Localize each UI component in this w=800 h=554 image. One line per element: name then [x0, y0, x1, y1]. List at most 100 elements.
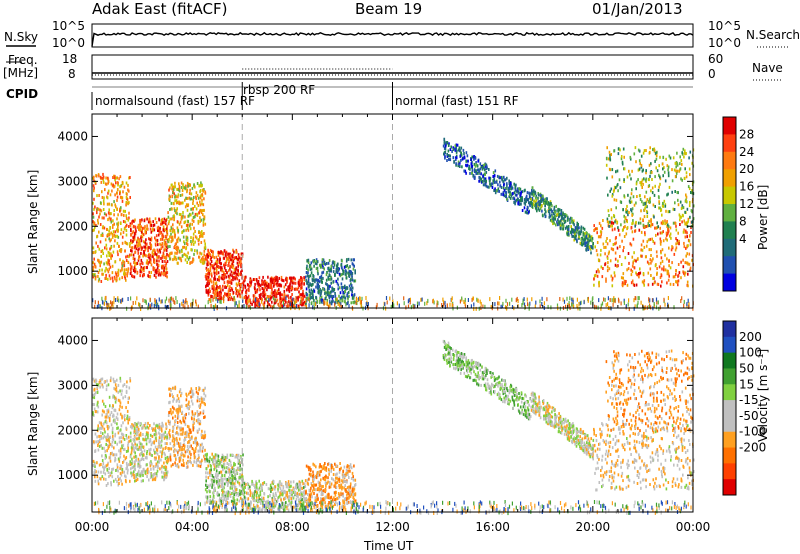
power-data-cell: [634, 146, 637, 150]
power-data-cell: [213, 296, 215, 299]
power-data-cell: [94, 180, 97, 184]
power-data-cell: [106, 227, 108, 231]
power-data-cell: [276, 298, 279, 302]
power-ground-cell: [464, 301, 466, 306]
power-data-cell: [642, 281, 645, 285]
power-data-cell: [619, 186, 622, 190]
power-data-cell: [104, 277, 107, 280]
power-ground-cell: [534, 304, 536, 309]
power-data-cell: [346, 264, 349, 268]
power-data-cell: [461, 165, 463, 169]
power-data-cell: [653, 193, 656, 197]
power-data-cell: [607, 209, 610, 213]
power-data-cell: [235, 250, 237, 254]
power-data-cell: [298, 295, 301, 299]
power-data-cell: [350, 288, 353, 292]
power-data-cell: [686, 252, 688, 256]
power-data-cell: [113, 184, 116, 188]
power-ground-cell: [248, 298, 250, 303]
power-ground-cell: [628, 307, 630, 312]
power-data-cell: [121, 241, 124, 245]
power-data-cell: [631, 169, 633, 173]
power-data-cell: [668, 246, 670, 250]
power-data-cell: [127, 188, 129, 192]
power-data-cell: [193, 215, 195, 219]
velocity-data-cell: [120, 436, 122, 440]
power-data-cell: [633, 258, 636, 262]
power-data-cell: [266, 284, 268, 288]
power-ground-cell: [475, 306, 477, 311]
power-data-cell: [538, 200, 540, 203]
power-data-cell: [571, 227, 573, 231]
power-data-cell: [496, 174, 499, 178]
power-ground-cell: [502, 301, 504, 306]
power-data-cell: [247, 283, 250, 287]
power-data-cell: [313, 299, 315, 303]
velocity-data-cell: [117, 478, 120, 482]
power-data-cell: [274, 291, 277, 295]
power-data-cell: [647, 271, 650, 275]
power-data-cell: [633, 203, 636, 207]
power-data-cell: [322, 262, 325, 266]
power-data-cell: [134, 244, 136, 248]
power-ground-cell: [121, 298, 123, 303]
power-data-cell: [508, 195, 510, 199]
power-data-cell: [321, 271, 323, 275]
power-data-cell: [130, 246, 133, 250]
power-data-cell: [171, 185, 174, 189]
power-data-cell: [168, 252, 171, 256]
power-data-cell: [276, 276, 278, 280]
velocity-data-cell: [98, 434, 100, 438]
power-data-cell: [454, 144, 457, 148]
power-ground-cell: [443, 302, 445, 307]
power-data-cell: [642, 168, 644, 172]
power-data-cell: [301, 303, 303, 307]
power-data-cell: [210, 295, 212, 299]
power-data-cell: [116, 234, 118, 238]
power-data-cell: [642, 218, 644, 222]
power-data-cell: [196, 194, 199, 197]
power-data-cell: [141, 262, 144, 266]
power-data-cell: [330, 281, 332, 285]
power-ground-cell: [182, 304, 184, 308]
power-ground-cell: [511, 305, 514, 309]
power-data-cell: [540, 197, 543, 201]
power-data-cell: [492, 175, 494, 178]
power-ground-cell: [566, 296, 568, 301]
power-data-cell: [588, 239, 590, 243]
power-data-cell: [131, 246, 134, 250]
power-data-cell: [116, 207, 118, 211]
velocity-data-cell: [155, 424, 157, 428]
power-data-cell: [642, 239, 645, 243]
power-ground-cell: [605, 303, 607, 308]
power-ground-cell: [273, 304, 275, 309]
power-data-cell: [640, 243, 643, 247]
power-data-cell: [173, 257, 176, 261]
power-data-cell: [684, 149, 686, 153]
power-data-cell: [191, 260, 194, 263]
velocity-data-cell: [138, 463, 141, 467]
velocity-data-cell: [144, 426, 147, 430]
power-data-cell: [483, 166, 485, 170]
power-data-cell: [601, 226, 604, 230]
velocity-data-cell: [113, 418, 115, 422]
power-data-cell: [322, 270, 325, 274]
power-data-cell: [125, 223, 128, 227]
power-data-cell: [107, 176, 109, 180]
power-ground-cell: [267, 303, 269, 308]
power-data-cell: [650, 254, 652, 257]
power-data-cell: [178, 212, 181, 216]
power-data-cell: [146, 227, 148, 231]
power-data-cell: [689, 200, 691, 204]
power-data-cell: [659, 237, 662, 241]
power-data-cell: [668, 210, 671, 214]
power-data-cell: [637, 148, 640, 152]
power-data-cell: [308, 293, 311, 297]
power-data-cell: [218, 278, 220, 282]
velocity-data-cell: [97, 405, 100, 409]
power-ground-cell: [293, 300, 295, 305]
velocity-data-cell: [105, 455, 107, 459]
power-ground-cell: [667, 302, 669, 307]
power-data-cell: [341, 259, 343, 263]
power-data-cell: [659, 206, 661, 210]
